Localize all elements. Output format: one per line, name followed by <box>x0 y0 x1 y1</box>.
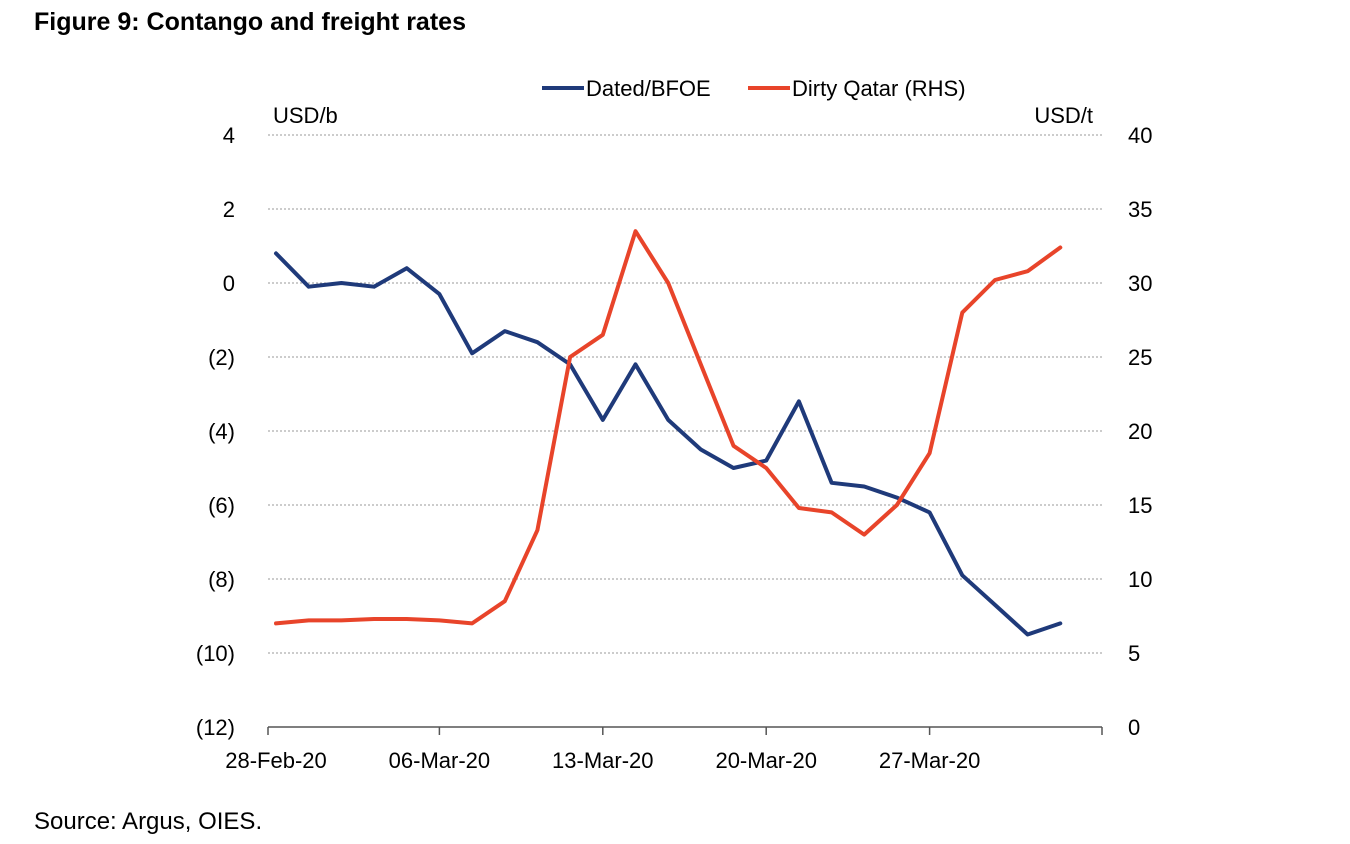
source-note: Source: Argus, OIES. <box>34 808 263 835</box>
left-tick-label: (12) <box>196 715 235 740</box>
legend-item-dirty-qatar: Dirty Qatar (RHS) <box>792 76 966 101</box>
left-tick-label: (2) <box>208 345 235 370</box>
left-tick-label: (10) <box>196 641 235 666</box>
right-tick-label: 20 <box>1128 419 1152 444</box>
right-tick-label: 25 <box>1128 345 1152 370</box>
dual-axis-line-chart: 420(2)(4)(6)(8)(10)(12) 4035302520151050… <box>196 76 1153 773</box>
left-tick-label: 2 <box>223 197 235 222</box>
right-tick-label: 10 <box>1128 567 1152 592</box>
series-lines <box>274 229 1063 637</box>
left-axis-unit: USD/b <box>273 103 338 128</box>
left-tick-label: 0 <box>223 271 235 296</box>
figure-title: Figure 9: Contango and freight rates <box>34 8 466 36</box>
x-axis-ticks: 28-Feb-20 06-Mar-20 13-Mar-20 20-Mar-20 27-M… <box>225 748 980 773</box>
right-axis-ticks: 40 35 30 25 20 15 10 5 0 <box>1128 123 1152 740</box>
right-axis-unit: USD/t <box>1034 103 1093 128</box>
series-line-dated-bfoe <box>274 251 1063 637</box>
left-tick-label: (6) <box>208 493 235 518</box>
right-tick-label: 35 <box>1128 197 1152 222</box>
x-tick-label: 20-Mar-20 <box>715 748 816 773</box>
left-tick-label: 4 <box>223 123 235 148</box>
legend-item-dated-bfoe: Dated/BFOE <box>586 76 711 101</box>
legend: Dated/BFOE Dirty Qatar (RHS) <box>542 76 966 101</box>
x-tick-label: 28-Feb-20 <box>225 748 327 773</box>
right-tick-label: 5 <box>1128 641 1140 666</box>
x-tick-label: 06-Mar-20 <box>389 748 490 773</box>
gridlines <box>268 134 1102 654</box>
left-axis-ticks: 4 2 0 (2) (4) (6) (8) (10) (12) <box>196 123 235 740</box>
left-tick-label: (4) <box>208 419 235 444</box>
x-tick-label: 27-Mar-20 <box>879 748 980 773</box>
series-line-dirty-qatar <box>274 229 1063 626</box>
x-tick-label: 13-Mar-20 <box>552 748 653 773</box>
right-tick-label: 15 <box>1128 493 1152 518</box>
left-tick-label: (8) <box>208 567 235 592</box>
right-tick-label: 40 <box>1128 123 1152 148</box>
right-tick-label: 0 <box>1128 715 1140 740</box>
axes <box>267 726 1103 735</box>
right-tick-label: 30 <box>1128 271 1152 296</box>
